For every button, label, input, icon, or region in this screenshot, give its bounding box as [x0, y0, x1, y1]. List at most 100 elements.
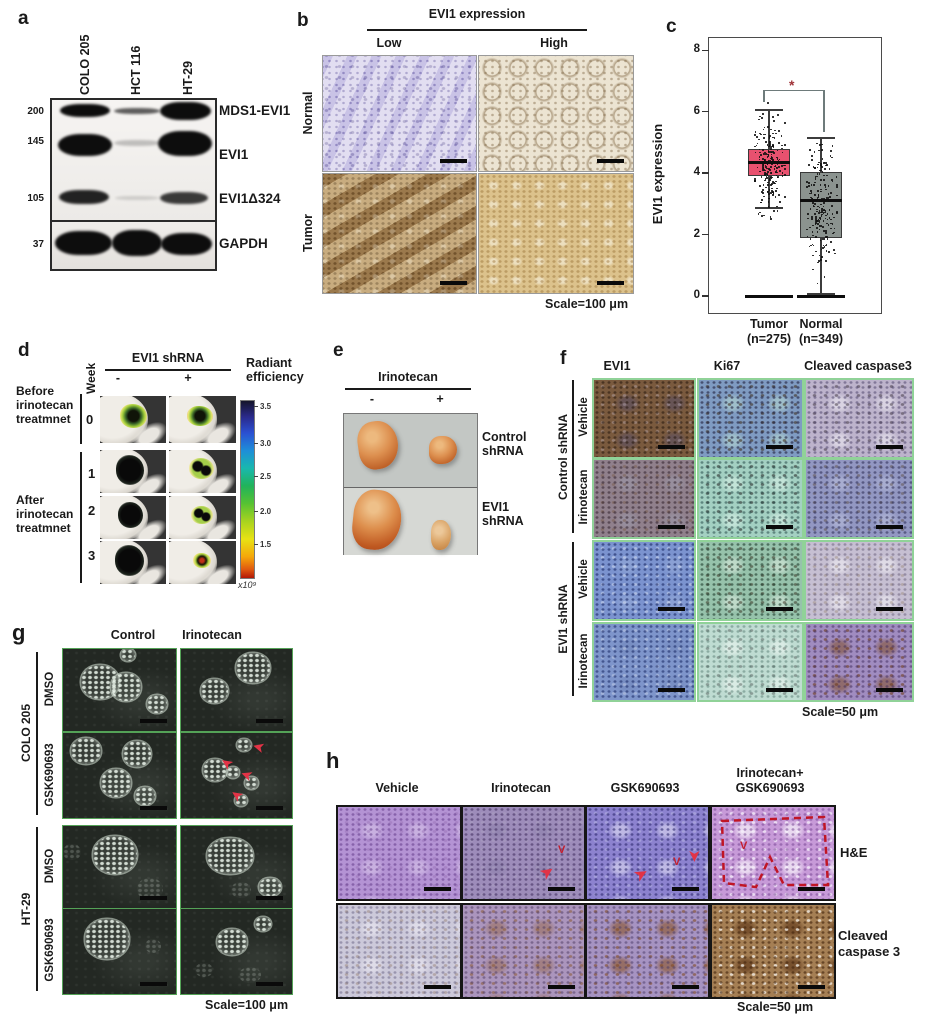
jitter-point [767, 205, 770, 208]
jitter-point [770, 177, 772, 179]
scale-bar [256, 982, 283, 986]
minus-label: - [369, 392, 375, 406]
jitter-point [784, 144, 786, 146]
jitter-point [768, 160, 770, 162]
scale-bar [440, 159, 467, 163]
jitter-point [821, 207, 823, 210]
jitter-point [770, 156, 773, 158]
y-tick-label: 2 [693, 227, 700, 240]
tumor-signal [193, 553, 211, 568]
jitter-point [774, 182, 777, 185]
jitter-point [762, 164, 764, 167]
jitter-point [806, 181, 808, 184]
tumor-signal [118, 502, 143, 528]
jitter-point [763, 126, 766, 129]
colorbar-tick-label: 1.5 [260, 540, 272, 549]
tumor-signal [120, 404, 147, 428]
jitter-point [775, 171, 777, 174]
jitter-point [762, 128, 765, 131]
jitter-point [835, 176, 838, 178]
spheroid [147, 695, 167, 713]
jitter-point [824, 167, 827, 170]
jitter-point [767, 200, 770, 203]
jitter-point [812, 202, 814, 205]
jitter-point [822, 205, 825, 208]
x-label-tumor: Tumor (n=275) [738, 317, 800, 347]
jitter-point [765, 165, 768, 168]
colorbar-tick [254, 511, 258, 513]
tumor-signal [191, 506, 213, 524]
jitter-point [769, 215, 772, 218]
panel-b-label: b [297, 10, 309, 31]
jitter-point [812, 166, 815, 168]
radiant-efficiency-colorbar [240, 400, 255, 579]
y-tick [702, 172, 709, 174]
jitter-point [808, 164, 810, 166]
row-label-irinotecan-2: Irinotecan [578, 633, 590, 689]
jitter-point [828, 217, 831, 220]
jitter-point [817, 223, 819, 225]
jitter-point [764, 177, 767, 180]
jitter-point [812, 254, 814, 257]
col-header-combo-line2: GSK690693 [735, 781, 805, 795]
jitter-point [819, 225, 821, 227]
jitter-point [820, 166, 823, 168]
scale-bar [672, 887, 699, 891]
jitter-point [807, 213, 810, 216]
jitter-point [836, 184, 838, 186]
row-label-evi1-shrna: EVI1 shRNA [482, 500, 524, 528]
week-axis-label: Week [84, 362, 98, 394]
jitter-point [774, 190, 777, 192]
jitter-point [767, 125, 770, 128]
jitter-point [818, 212, 820, 214]
jitter-point [779, 169, 781, 172]
jitter-point [826, 222, 828, 225]
jitter-point [758, 158, 761, 161]
jitter-point [766, 156, 769, 158]
jitter-point [830, 156, 833, 159]
jitter-point [763, 137, 765, 139]
col-header-control: Control [110, 628, 156, 642]
panel-d-header: EVI1 shRNA [131, 351, 205, 365]
jitter-point [784, 168, 786, 170]
jitter-point [759, 185, 761, 187]
jitter-point [774, 165, 777, 167]
jitter-point [758, 148, 761, 151]
panel-b-header: EVI1 expression [428, 7, 526, 21]
panel-e-label: e [333, 340, 344, 361]
jitter-point [829, 241, 832, 243]
jitter-point [813, 184, 815, 186]
jitter-point [781, 151, 784, 154]
jitter-point [836, 211, 838, 213]
jitter-point [836, 186, 838, 188]
jitter-point [819, 211, 822, 214]
jitter-point [816, 220, 819, 222]
jitter-point [776, 210, 779, 212]
col-label-low: Low [376, 36, 402, 50]
jitter-point [763, 169, 765, 171]
jitter-point [769, 142, 771, 145]
jitter-point [754, 131, 757, 133]
red-arrow-icon: ➤ [631, 863, 651, 886]
jitter-point [816, 142, 818, 145]
jitter-point [765, 175, 768, 178]
jitter-point [767, 153, 770, 156]
ihc-image-caspase-vehicle-evi1sh [804, 540, 914, 621]
y-tick-label: 6 [693, 104, 700, 117]
jitter-point [811, 243, 814, 246]
jitter-point [770, 153, 773, 156]
jitter-point [777, 160, 780, 162]
jitter-point [836, 194, 838, 197]
jitter-point [836, 212, 838, 214]
spheroid [111, 673, 141, 701]
jitter-point [816, 197, 819, 200]
red-v-mark: V [740, 840, 748, 852]
jitter-point [772, 145, 775, 148]
jitter-point [827, 185, 830, 187]
ihc-image-evi1-vehicle-ctrl [592, 378, 696, 459]
jitter-point [766, 190, 769, 193]
jitter-point [829, 227, 832, 230]
jitter-point [827, 193, 830, 195]
he-image-irinotecan: V ➤ [461, 805, 586, 901]
zero-cluster-line [745, 294, 793, 299]
